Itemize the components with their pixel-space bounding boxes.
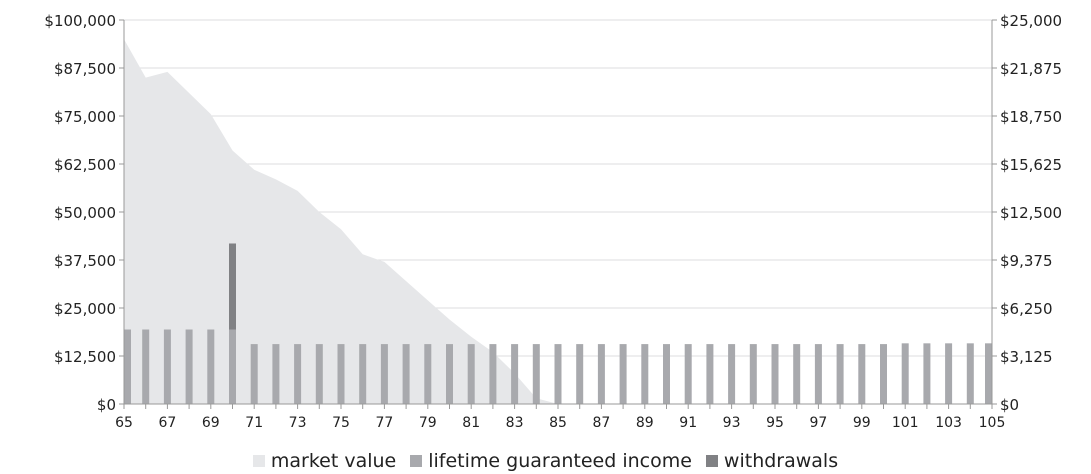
- x-axis-tick-label: 79: [419, 415, 437, 431]
- lifetime-guaranteed-income-bar: [771, 344, 779, 404]
- legend-swatch-withdrawals: [705, 455, 718, 467]
- lifetime-guaranteed-income-bar: [532, 344, 540, 404]
- x-axis-tick-label: 71: [245, 415, 263, 431]
- right-axis-tick-labels: $0 $3,125 $6,250 $9,375 $12,500 $15,625 $18,75…: [1000, 12, 1062, 414]
- lifetime-guaranteed-income-bar: [858, 344, 866, 404]
- lifetime-guaranteed-income-bar: [142, 329, 150, 404]
- lifetime-guaranteed-income-bar: [250, 344, 258, 404]
- lifetime-guaranteed-income-bar: [814, 344, 822, 404]
- lifetime-guaranteed-income-bar: [836, 344, 844, 404]
- x-axis-tick-label: 93: [723, 415, 741, 431]
- lifetime-guaranteed-income-bar: [294, 344, 302, 404]
- right-axis-tick-label: $18,750: [1000, 108, 1062, 126]
- right-axis-tick-label: $25,000: [1000, 12, 1062, 30]
- lifetime-guaranteed-income-bar: [511, 344, 519, 404]
- lifetime-guaranteed-income-bar: [923, 343, 931, 404]
- market-value-area-path: [124, 39, 992, 404]
- legend-item-market-value: market value: [252, 450, 397, 472]
- lifetime-guaranteed-income-bar: [446, 344, 453, 404]
- lifetime-guaranteed-income-bar: [684, 344, 692, 404]
- lifetime-guaranteed-income-bar: [337, 344, 345, 404]
- x-axis-tick-label: 103: [935, 415, 962, 431]
- lifetime-guaranteed-income-bar: [489, 344, 497, 404]
- lifetime-guaranteed-income-bar: [424, 344, 432, 404]
- x-axis-tick-label: 69: [202, 415, 220, 431]
- lifetime-guaranteed-income-bar: [402, 344, 410, 404]
- lifetime-guaranteed-income-bar: [985, 343, 992, 404]
- axes: [119, 19, 997, 409]
- right-axis-tick-label: $3,125: [1000, 348, 1053, 366]
- x-axis-tick-label: 89: [636, 415, 654, 431]
- lifetime-guaranteed-income-bar: [185, 329, 193, 404]
- legend-swatch-lifetime-guaranteed-income: [410, 455, 423, 467]
- x-axis-tick-label: 83: [506, 415, 524, 431]
- market-value-area: [124, 39, 992, 404]
- x-axis-tick-label: 77: [375, 415, 393, 431]
- lifetime-guaranteed-income-bar: [315, 344, 323, 404]
- left-axis-tick-label: $87,500: [54, 60, 116, 78]
- lifetime-guaranteed-income-bar: [749, 344, 757, 404]
- x-axis-tick-label: 75: [332, 415, 350, 431]
- legend-item-withdrawals: withdrawals: [705, 450, 839, 472]
- lifetime-guaranteed-income-bar: [706, 344, 714, 404]
- left-axis-tick-label: $75,000: [54, 108, 116, 126]
- lifetime-guaranteed-income-bar: [641, 344, 649, 404]
- lifetime-guaranteed-income-bar: [966, 343, 974, 404]
- lifetime-guaranteed-income-bar: [663, 344, 670, 404]
- x-axis-tick-label: 81: [462, 415, 480, 431]
- lifetime-guaranteed-income-bar: [597, 344, 605, 404]
- withdrawals-bar: [229, 243, 236, 330]
- right-axis-tick-label: $0: [1000, 396, 1019, 414]
- right-axis-tick-label: $15,625: [1000, 156, 1062, 174]
- x-axis-tick-labels: 65 67 69 71 73 75 77 79 81 83 85 87 89 91 93 95 97 99 101 1…: [115, 415, 1005, 431]
- lifetime-guaranteed-income-bar: [945, 343, 953, 404]
- lifetime-guaranteed-income-bar: [793, 344, 801, 404]
- left-axis-tick-label: $25,000: [54, 300, 116, 318]
- x-axis-tick-label: 67: [158, 415, 176, 431]
- lifetime-guaranteed-income-bar: [880, 344, 887, 404]
- lifetime-guaranteed-income-bar: [467, 344, 475, 404]
- left-axis-tick-label: $0: [97, 396, 116, 414]
- lifetime-guaranteed-income-bar: [554, 344, 562, 404]
- lifetime-guaranteed-income-bar: [207, 329, 215, 404]
- x-axis-tick-label: 91: [679, 415, 697, 431]
- left-axis-tick-label: $62,500: [54, 156, 116, 174]
- legend-swatch-market-value: [252, 455, 265, 467]
- left-axis-tick-labels: $0 $12,500 $25,000 $37,500 $50,000 $62,500 $75…: [44, 12, 116, 414]
- right-axis-tick-label: $9,375: [1000, 252, 1053, 270]
- lifetime-guaranteed-income-bar: [380, 344, 388, 404]
- legend: market value lifetime guaranteed income …: [0, 450, 1091, 472]
- left-axis-tick-label: $50,000: [54, 204, 116, 222]
- x-axis-tick-label: 101: [892, 415, 919, 431]
- legend-item-lifetime-guaranteed-income: lifetime guaranteed income: [410, 450, 692, 472]
- lifetime-guaranteed-income-bar: [272, 344, 280, 404]
- income-bars: [124, 243, 992, 404]
- x-axis-tick-label: 105: [979, 415, 1006, 431]
- lifetime-guaranteed-income-bar: [124, 329, 131, 404]
- right-axis-tick-label: $21,875: [1000, 60, 1062, 78]
- x-axis-tick-label: 99: [853, 415, 871, 431]
- lifetime-guaranteed-income-bar: [576, 344, 584, 404]
- legend-label-market-value: market value: [270, 450, 397, 472]
- left-axis-tick-label: $37,500: [54, 252, 116, 270]
- lifetime-guaranteed-income-bar: [229, 329, 236, 404]
- right-axis-tick-label: $6,250: [1000, 300, 1053, 318]
- legend-label-lifetime-guaranteed-income: lifetime guaranteed income: [428, 450, 692, 472]
- x-axis-tick-label: 65: [115, 415, 133, 431]
- lifetime-guaranteed-income-bar: [728, 344, 736, 404]
- x-axis-tick-label: 97: [809, 415, 827, 431]
- x-axis-tick-label: 73: [289, 415, 307, 431]
- x-axis-tick-label: 85: [549, 415, 567, 431]
- lifetime-guaranteed-income-bar: [619, 344, 627, 404]
- lifetime-guaranteed-income-bar: [901, 343, 909, 404]
- left-axis-tick-label: $12,500: [54, 348, 116, 366]
- x-axis-tick-label: 95: [766, 415, 784, 431]
- lifetime-guaranteed-income-bar: [359, 344, 367, 404]
- x-axis-tick-label: 87: [592, 415, 610, 431]
- right-axis-tick-label: $12,500: [1000, 204, 1062, 222]
- lifetime-guaranteed-income-bar: [163, 329, 171, 404]
- left-axis-tick-label: $100,000: [44, 12, 116, 30]
- legend-label-withdrawals: withdrawals: [723, 450, 839, 472]
